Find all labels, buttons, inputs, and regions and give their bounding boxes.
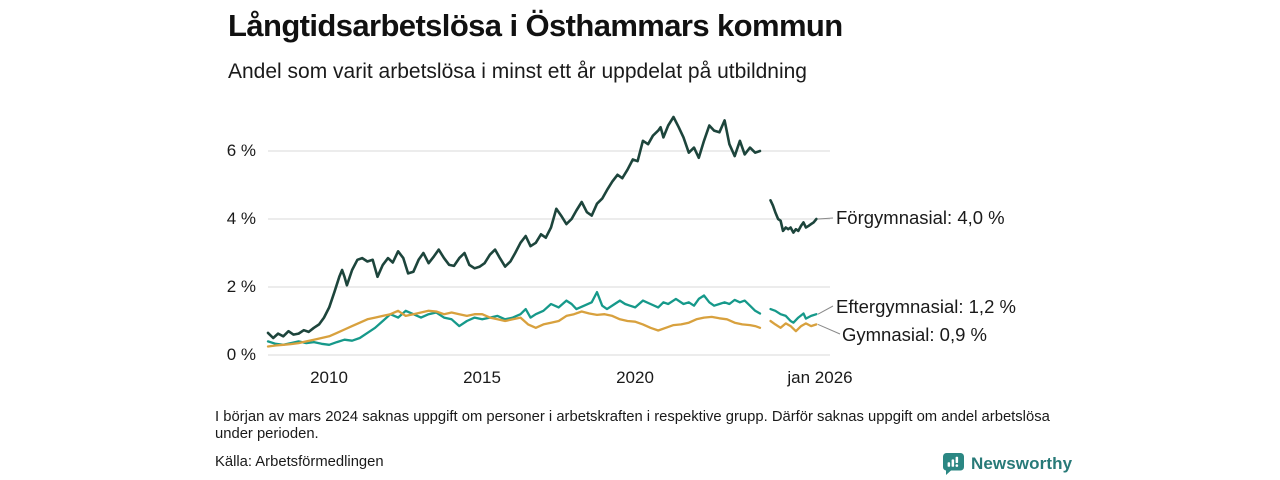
y-axis-tick-4: 4 % [226,209,256,228]
x-axis-tick-2015: 2015 [463,368,501,387]
x-axis-tick-jan-2026: jan 2026 [787,368,853,387]
line-förgymnasial-seg0 [266,115,762,340]
page-title: Långtidsarbetslösa i Östhammars kommun [228,8,843,43]
series-label-gymnasial: Gymnasial: 0,9 % [842,324,987,345]
newsworthy-brand: Newsworthy [943,453,1072,475]
source-line: Källa: Arbetsförmedlingen [215,454,384,470]
y-axis-tick-6: 6 % [226,141,256,160]
leader-line-eftergymnasial [817,305,834,315]
line-eftergymnasial-seg0 [266,290,762,346]
y-axis-tick-0: 0 % [226,345,256,364]
line-förgymnasial-seg1 [769,199,818,234]
newsworthy-logo-text: Newsworthy [971,454,1073,473]
series-label-forgymnasial: Förgymnasial: 4,0 % [836,207,1005,228]
newsworthy-logo-icon [943,453,964,475]
line-gymnasial-seg1 [769,319,818,333]
leader-line-gymnasial [817,323,841,335]
line-eftergymnasial-seg1 [769,307,818,324]
x-axis-tick-2020: 2020 [616,368,654,387]
chart-subtitle: Andel som varit arbetslösa i minst ett å… [228,60,807,83]
footnote: I början av mars 2024 saknas uppgift om … [215,409,1050,442]
y-axis-tick-2: 2 % [226,277,256,296]
x-axis-tick-2010: 2010 [310,368,348,387]
leader-line-förgymnasial [817,217,834,220]
line-gymnasial-seg0 [266,309,762,348]
series-label-eftergymnasial: Eftergymnasial: 1,2 % [836,296,1016,317]
